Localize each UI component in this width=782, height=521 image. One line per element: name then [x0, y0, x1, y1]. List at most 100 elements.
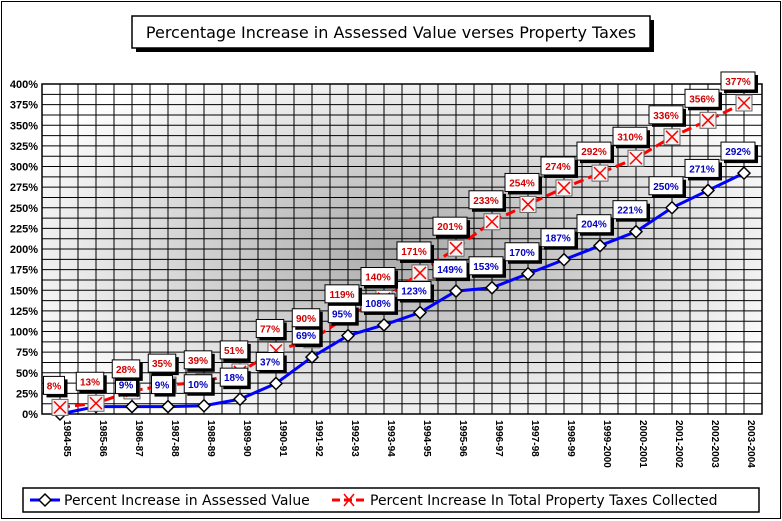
- data-label-box: [504, 172, 540, 192]
- data-label-box: [43, 375, 65, 395]
- x-tick-label: 2003-2004: [745, 420, 756, 468]
- data-label-box: [255, 318, 285, 338]
- data-label-text: 254%: [509, 178, 535, 189]
- taxes-marker: [735, 94, 753, 112]
- chart-title-box: Percentage Increase in Assessed Value ve…: [131, 15, 654, 52]
- data-label-text: 336%: [653, 111, 679, 122]
- assessed-value-marker: [304, 350, 320, 365]
- data-label-text: 153%: [473, 262, 499, 273]
- x-tick-label: 1999-2000: [601, 420, 612, 468]
- data-label-text: 39%: [188, 356, 208, 367]
- y-tick-label: 325%: [10, 141, 38, 153]
- data-label-box: [219, 340, 249, 360]
- y-tick-label: 225%: [10, 223, 38, 235]
- data-label-text: 292%: [725, 147, 751, 158]
- y-tick-label: 200%: [10, 244, 38, 256]
- data-label-box: [396, 241, 432, 261]
- assessed-value-marker: [520, 266, 536, 281]
- data-label-text: 149%: [437, 265, 463, 276]
- x-tick-label: 1995-96: [457, 420, 468, 457]
- y-tick-label: 75%: [16, 347, 38, 359]
- data-label-text: 274%: [545, 162, 571, 173]
- taxes-data-label: 254%: [504, 172, 542, 195]
- taxes-marker: [447, 239, 465, 257]
- assessed-value-data-label: 123%: [396, 281, 434, 303]
- data-label-text: 69%: [296, 331, 316, 342]
- taxes-marker: [411, 264, 429, 282]
- data-label-box: [720, 141, 756, 161]
- data-label-text: 233%: [473, 196, 499, 207]
- assessed-value-marker: [412, 305, 428, 320]
- assessed-value-data-label: 10%: [183, 374, 215, 396]
- data-label-text: 9%: [119, 381, 134, 392]
- data-label-text: 250%: [653, 182, 679, 193]
- y-tick-label: 100%: [10, 327, 38, 339]
- assessed-value-data-label: 69%: [291, 325, 323, 348]
- taxes-marker: [699, 111, 717, 129]
- taxes-marker: [483, 213, 501, 231]
- chart-title: Percentage Increase in Assessed Value ve…: [146, 23, 636, 42]
- data-label-text: 28%: [116, 365, 136, 376]
- assessed-value-data-label: 37%: [255, 351, 287, 374]
- x-tick-label: 1997-98: [529, 420, 540, 457]
- y-tick-label: 125%: [10, 306, 38, 318]
- x-tick-label: 1984-85: [61, 420, 72, 457]
- data-label-box: [432, 216, 468, 236]
- data-label-text: 201%: [437, 222, 463, 233]
- taxes-data-label: 171%: [396, 241, 434, 263]
- data-label-box: [540, 156, 576, 176]
- data-label-text: 35%: [152, 359, 172, 370]
- data-label-box: [151, 375, 173, 395]
- data-label-box: [540, 228, 576, 248]
- assessed-value-data-label: 250%: [648, 176, 686, 198]
- data-label-box: [255, 351, 285, 371]
- taxes-data-label: 119%: [324, 284, 362, 306]
- data-label-text: 119%: [329, 290, 354, 301]
- taxes-marker-cross: [557, 181, 571, 195]
- data-label-text: 310%: [617, 132, 643, 143]
- assessed-value-data-label: 95%: [327, 304, 359, 326]
- taxes-marker-cross: [89, 396, 103, 410]
- y-tick-label: 25%: [16, 388, 38, 400]
- x-tick-label: 1990-91: [277, 420, 288, 457]
- data-label-box: [183, 374, 213, 394]
- taxes-data-label: 140%: [360, 267, 398, 289]
- taxes-marker-cross: [665, 130, 679, 144]
- assessed-value-marker: [160, 399, 176, 414]
- taxes-marker-cross: [701, 113, 715, 127]
- taxes-data-label: 28%: [111, 359, 143, 381]
- taxes-marker: [87, 394, 105, 412]
- data-label-text: 10%: [188, 380, 208, 391]
- data-label-text: 170%: [509, 248, 535, 259]
- data-label-box: [576, 214, 612, 234]
- assessed-value-marker: [232, 392, 248, 407]
- taxes-marker-cross: [737, 96, 751, 110]
- data-label-text: 356%: [689, 94, 715, 105]
- y-tick-label: 400%: [10, 79, 38, 91]
- x-tick-label: 1987-88: [169, 420, 180, 457]
- x-tick-label: 1996-97: [493, 420, 504, 457]
- data-label-text: 123%: [401, 287, 427, 298]
- taxes-data-label: 51%: [219, 340, 251, 362]
- x-tick-label: 1993-94: [385, 420, 396, 457]
- y-tick-label: 300%: [10, 162, 38, 174]
- assessed-value-data-label: 149%: [432, 259, 470, 282]
- legend-marker-assessed-value: [37, 492, 53, 508]
- taxes-marker: [591, 164, 609, 182]
- taxes-marker: [519, 195, 537, 213]
- data-label-text: 13%: [80, 377, 100, 388]
- x-tick-label: 1986-87: [133, 420, 144, 457]
- data-label-box: [111, 359, 141, 379]
- assessed-value-marker: [124, 399, 140, 414]
- assessed-value-marker: [628, 224, 644, 239]
- y-tick-label: 50%: [16, 368, 38, 380]
- legend-label-taxes-collected: Percent Increase In Total Property Taxes…: [370, 493, 718, 509]
- assessed-value-marker: [736, 166, 752, 181]
- legend-label-assessed-value: Percent Increase in Assessed Value: [64, 493, 310, 509]
- taxes-data-label: 77%: [255, 318, 287, 341]
- assessed-value-data-label: 108%: [360, 293, 398, 315]
- data-label-text: 9%: [155, 381, 170, 392]
- assessed-value-data-label: 221%: [612, 200, 650, 222]
- assessed-value-marker: [376, 317, 392, 332]
- taxes-data-label: 13%: [75, 371, 107, 394]
